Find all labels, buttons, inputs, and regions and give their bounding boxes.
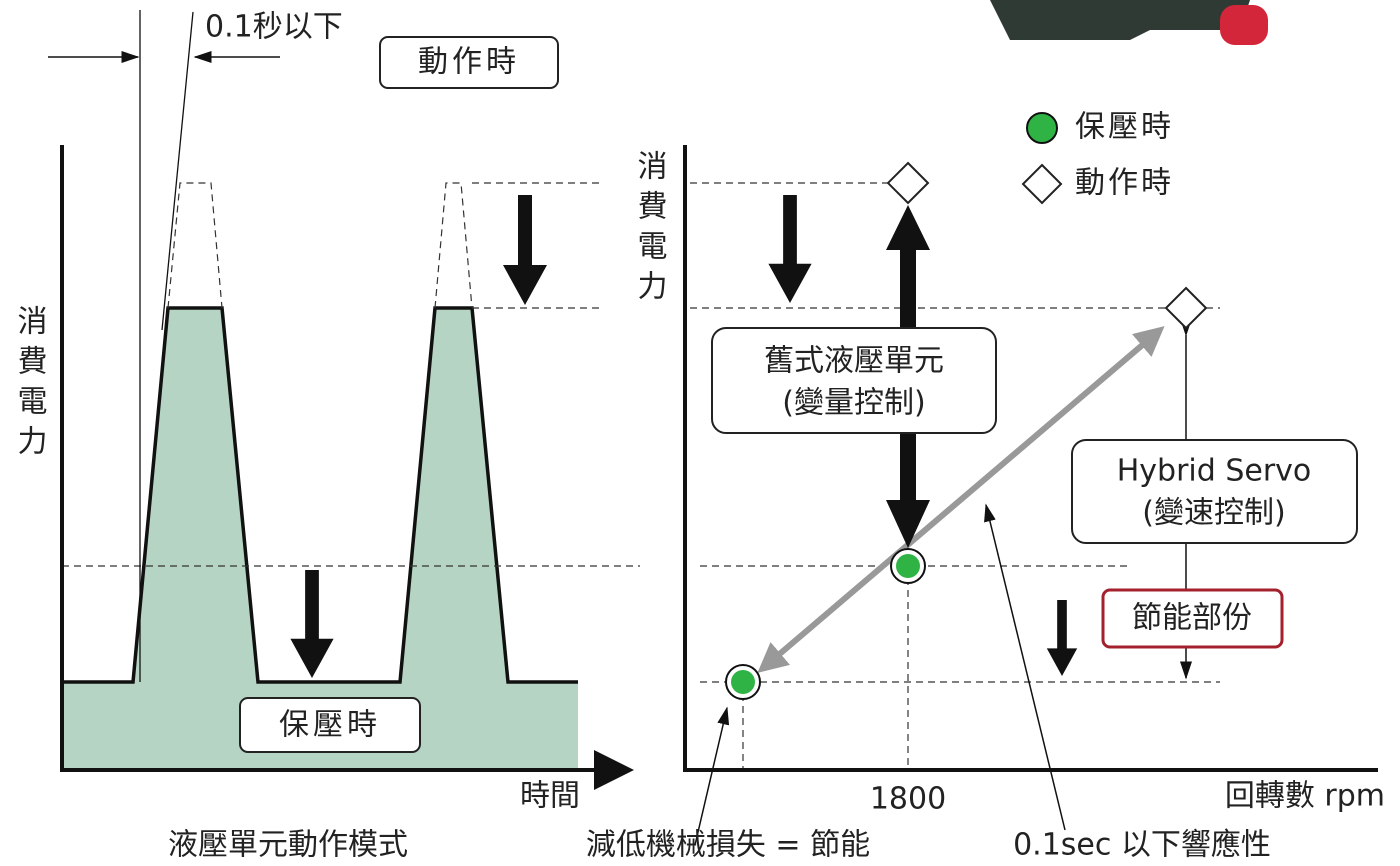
hybrid-line1: Hybrid Servo [1117, 454, 1312, 489]
legend-hold: 保壓時 [1075, 110, 1174, 145]
product-photo [990, 0, 1268, 45]
right-x-label: 回轉數 rpm [1225, 779, 1385, 814]
action-box-label: 動作時 [418, 45, 520, 80]
saving-label: 節能部份 [1132, 601, 1252, 636]
left-chart [48, 10, 640, 790]
right-y-label: 消費電力 [632, 150, 667, 310]
left-x-label: 時間 [520, 779, 580, 814]
note-response: 0.1sec 以下響應性 [1013, 828, 1271, 863]
legend-action: 動作時 [1075, 166, 1174, 201]
old-unit-line1: 舊式液壓單元 [764, 344, 944, 379]
old-unit-line2: (變量控制) [782, 386, 925, 421]
note-loss: 減低機械損失 = 節能 [586, 828, 870, 863]
hold-box-label: 保壓時 [279, 708, 381, 743]
left-caption: 液壓單元動作模式 [168, 828, 408, 863]
left-y-label: 消費電力 [12, 305, 47, 465]
time-label: 0.1秒以下 [205, 10, 343, 45]
right-chart [683, 112, 1378, 846]
x-tick-label: 1800 [870, 782, 946, 817]
hybrid-line2: (變速控制) [1142, 496, 1285, 531]
